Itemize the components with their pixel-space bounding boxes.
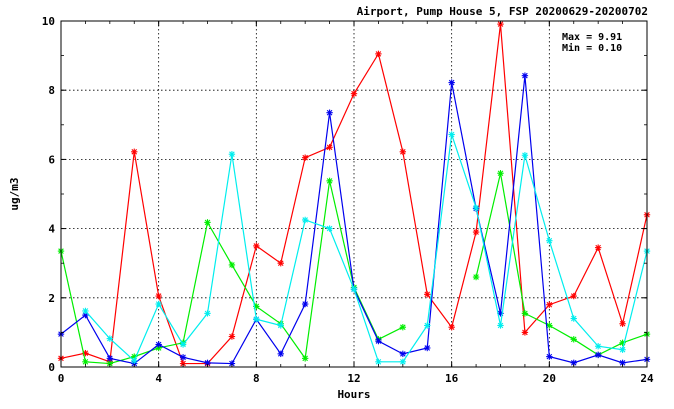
data-point xyxy=(399,358,407,366)
x-tick-label: 0 xyxy=(58,372,65,385)
data-point xyxy=(546,322,553,329)
series-line xyxy=(60,75,648,365)
data-point xyxy=(497,20,504,28)
data-point xyxy=(277,350,284,358)
x-tick-label: 4 xyxy=(155,372,162,385)
series-line xyxy=(475,173,648,356)
data-point xyxy=(155,341,162,348)
data-point xyxy=(497,322,504,329)
data-point xyxy=(375,337,382,345)
series-0 xyxy=(57,20,651,367)
series-line xyxy=(84,134,648,363)
data-point xyxy=(448,324,455,331)
data-point xyxy=(472,228,480,236)
max-label: Max = 9.91 xyxy=(562,32,622,43)
data-point xyxy=(521,72,529,79)
data-point xyxy=(228,333,236,340)
y-tick-label: 0 xyxy=(48,361,55,374)
data-point xyxy=(546,301,553,308)
series-layer xyxy=(57,20,651,367)
data-point xyxy=(570,336,577,343)
data-point xyxy=(521,152,529,159)
data-point xyxy=(546,353,553,360)
data-point xyxy=(131,357,138,364)
data-point xyxy=(350,90,358,97)
data-point xyxy=(131,148,138,155)
grid xyxy=(61,21,647,367)
data-point xyxy=(594,343,602,350)
data-point xyxy=(350,285,358,293)
data-point xyxy=(375,50,382,58)
data-point xyxy=(179,354,187,361)
data-point xyxy=(82,307,89,315)
data-point xyxy=(82,358,89,366)
data-point xyxy=(277,322,284,329)
data-point xyxy=(619,320,626,327)
data-point xyxy=(375,358,382,366)
data-point xyxy=(301,216,309,224)
data-point xyxy=(448,79,455,86)
data-point xyxy=(497,170,504,177)
data-point xyxy=(521,310,529,317)
x-tick-label: 12 xyxy=(347,372,360,385)
y-tick-label: 10 xyxy=(42,15,55,28)
series-2 xyxy=(57,72,651,367)
data-point xyxy=(399,324,407,331)
data-point xyxy=(424,344,431,352)
x-axis-title: Hours xyxy=(337,388,370,401)
data-point xyxy=(301,154,309,161)
data-point xyxy=(179,341,187,348)
data-point xyxy=(570,315,577,322)
data-point xyxy=(326,144,333,151)
y-tick-label: 2 xyxy=(48,292,55,305)
y-tick-label: 4 xyxy=(48,223,55,236)
chart-title: Airport, Pump House 5, FSP 20200629-2020… xyxy=(357,5,648,18)
data-point xyxy=(253,242,260,250)
y-tick-label: 8 xyxy=(48,84,55,97)
data-point xyxy=(228,261,236,269)
data-point xyxy=(472,273,480,281)
data-point xyxy=(521,329,529,336)
data-point xyxy=(277,260,284,267)
data-point xyxy=(155,300,162,308)
data-point xyxy=(326,109,333,116)
data-point xyxy=(155,292,162,300)
x-tick-label: 8 xyxy=(253,372,260,385)
data-point xyxy=(594,244,602,251)
data-point xyxy=(424,322,431,329)
x-tick-label: 24 xyxy=(640,372,654,385)
data-point xyxy=(106,355,114,362)
data-point xyxy=(253,316,260,323)
data-point xyxy=(546,237,553,244)
data-point xyxy=(204,219,211,226)
x-tick-label: 20 xyxy=(543,372,556,385)
min-label: Min = 0.10 xyxy=(562,42,622,54)
data-point xyxy=(424,291,431,298)
data-point xyxy=(399,148,407,155)
data-point xyxy=(472,204,480,212)
y-axis-title: ug/m3 xyxy=(8,177,21,210)
data-point xyxy=(301,300,309,308)
x-tick-label: 16 xyxy=(445,372,459,385)
data-point xyxy=(594,351,602,359)
y-tick-label: 6 xyxy=(48,153,55,166)
data-point xyxy=(448,131,455,138)
data-point xyxy=(106,335,114,342)
data-point xyxy=(301,355,309,362)
data-point xyxy=(570,292,577,300)
data-point xyxy=(228,151,236,158)
data-point xyxy=(399,350,407,358)
data-point xyxy=(204,310,211,317)
series-3 xyxy=(82,131,651,366)
data-point xyxy=(619,346,626,353)
data-point xyxy=(326,225,333,232)
data-point xyxy=(326,177,333,185)
